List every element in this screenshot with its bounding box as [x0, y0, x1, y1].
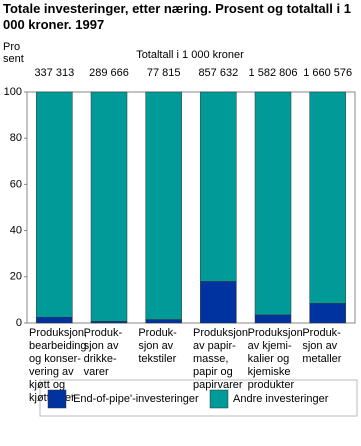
bar-segment	[254, 314, 292, 324]
y-tick-label: 100	[4, 86, 22, 98]
legend-label: Andre investeringer	[233, 393, 329, 405]
bar-segment	[145, 319, 182, 324]
x-tick-label: kjøtt og	[29, 379, 65, 391]
total-label: 289 666	[89, 67, 129, 79]
x-tick-label: varer	[84, 366, 109, 378]
x-tick-label: Produk-	[84, 327, 123, 339]
chart-title: Totale investeringer, etter næring. Pros…	[3, 1, 351, 32]
x-tick-label: produkter	[248, 379, 295, 391]
x-tick-label: vering av	[29, 366, 74, 378]
x-tick-label: sjon av	[138, 340, 173, 352]
y-tick-label: 80	[10, 132, 22, 144]
x-tick-label: Produk-	[138, 327, 177, 339]
x-tick-label: tekstiler	[138, 353, 176, 365]
x-tick-label: kjemiske	[248, 366, 291, 378]
x-tick-label: kalier og	[248, 353, 290, 365]
y-tick-label: 20	[10, 271, 22, 283]
bar-segment	[200, 281, 237, 324]
x-tick-label: Produksjon	[193, 327, 248, 339]
x-tick-label: sjon av	[302, 340, 337, 352]
x-tick-label: masse,	[193, 353, 228, 365]
x-tick-label: Produksjon,	[29, 327, 87, 339]
bar-segment	[254, 91, 292, 316]
total-label: 1 582 806	[249, 67, 298, 79]
x-tick-label: drikke-	[84, 353, 117, 365]
x-tick-label: sjon av	[84, 340, 119, 352]
totals-label: Totaltall i 1 000 kroner	[136, 49, 244, 61]
total-label: 1 660 576	[303, 67, 352, 79]
legend-label: 'End-of-pipe'-investeringer	[71, 393, 199, 405]
x-tick-label: Produk-	[302, 327, 341, 339]
bar-segment	[309, 91, 346, 304]
bar-segment	[309, 303, 346, 324]
total-label: 77 815	[147, 67, 181, 79]
y-tick-label: 0	[16, 317, 22, 329]
plot-frame	[26, 91, 356, 324]
bar-segment	[36, 91, 73, 318]
total-label: 857 632	[198, 67, 238, 79]
x-tick-label: og konser-	[29, 353, 81, 365]
legend-swatch	[47, 389, 67, 409]
bar-segment	[36, 316, 73, 324]
bar-segment	[200, 91, 237, 282]
x-tick-label: av papir-	[193, 340, 236, 352]
bar-segment	[90, 91, 128, 322]
x-tick-label: papirvarer	[193, 379, 243, 391]
y-label: Pro	[3, 41, 20, 53]
x-tick-label: av kjemi-	[248, 340, 292, 352]
legend-swatch	[209, 389, 229, 409]
bar-segment	[145, 91, 182, 320]
legend-box	[39, 379, 358, 417]
y-tick-label: 40	[10, 225, 22, 237]
x-tick-label: metaller	[302, 353, 341, 365]
x-tick-label: papir og	[193, 366, 233, 378]
x-tick-label: bearbeiding	[29, 340, 87, 352]
y-tick-label: 60	[10, 178, 22, 190]
total-label: 337 313	[34, 67, 74, 79]
x-tick-label: Produksjon	[248, 327, 303, 339]
y-label: sent	[3, 53, 24, 65]
